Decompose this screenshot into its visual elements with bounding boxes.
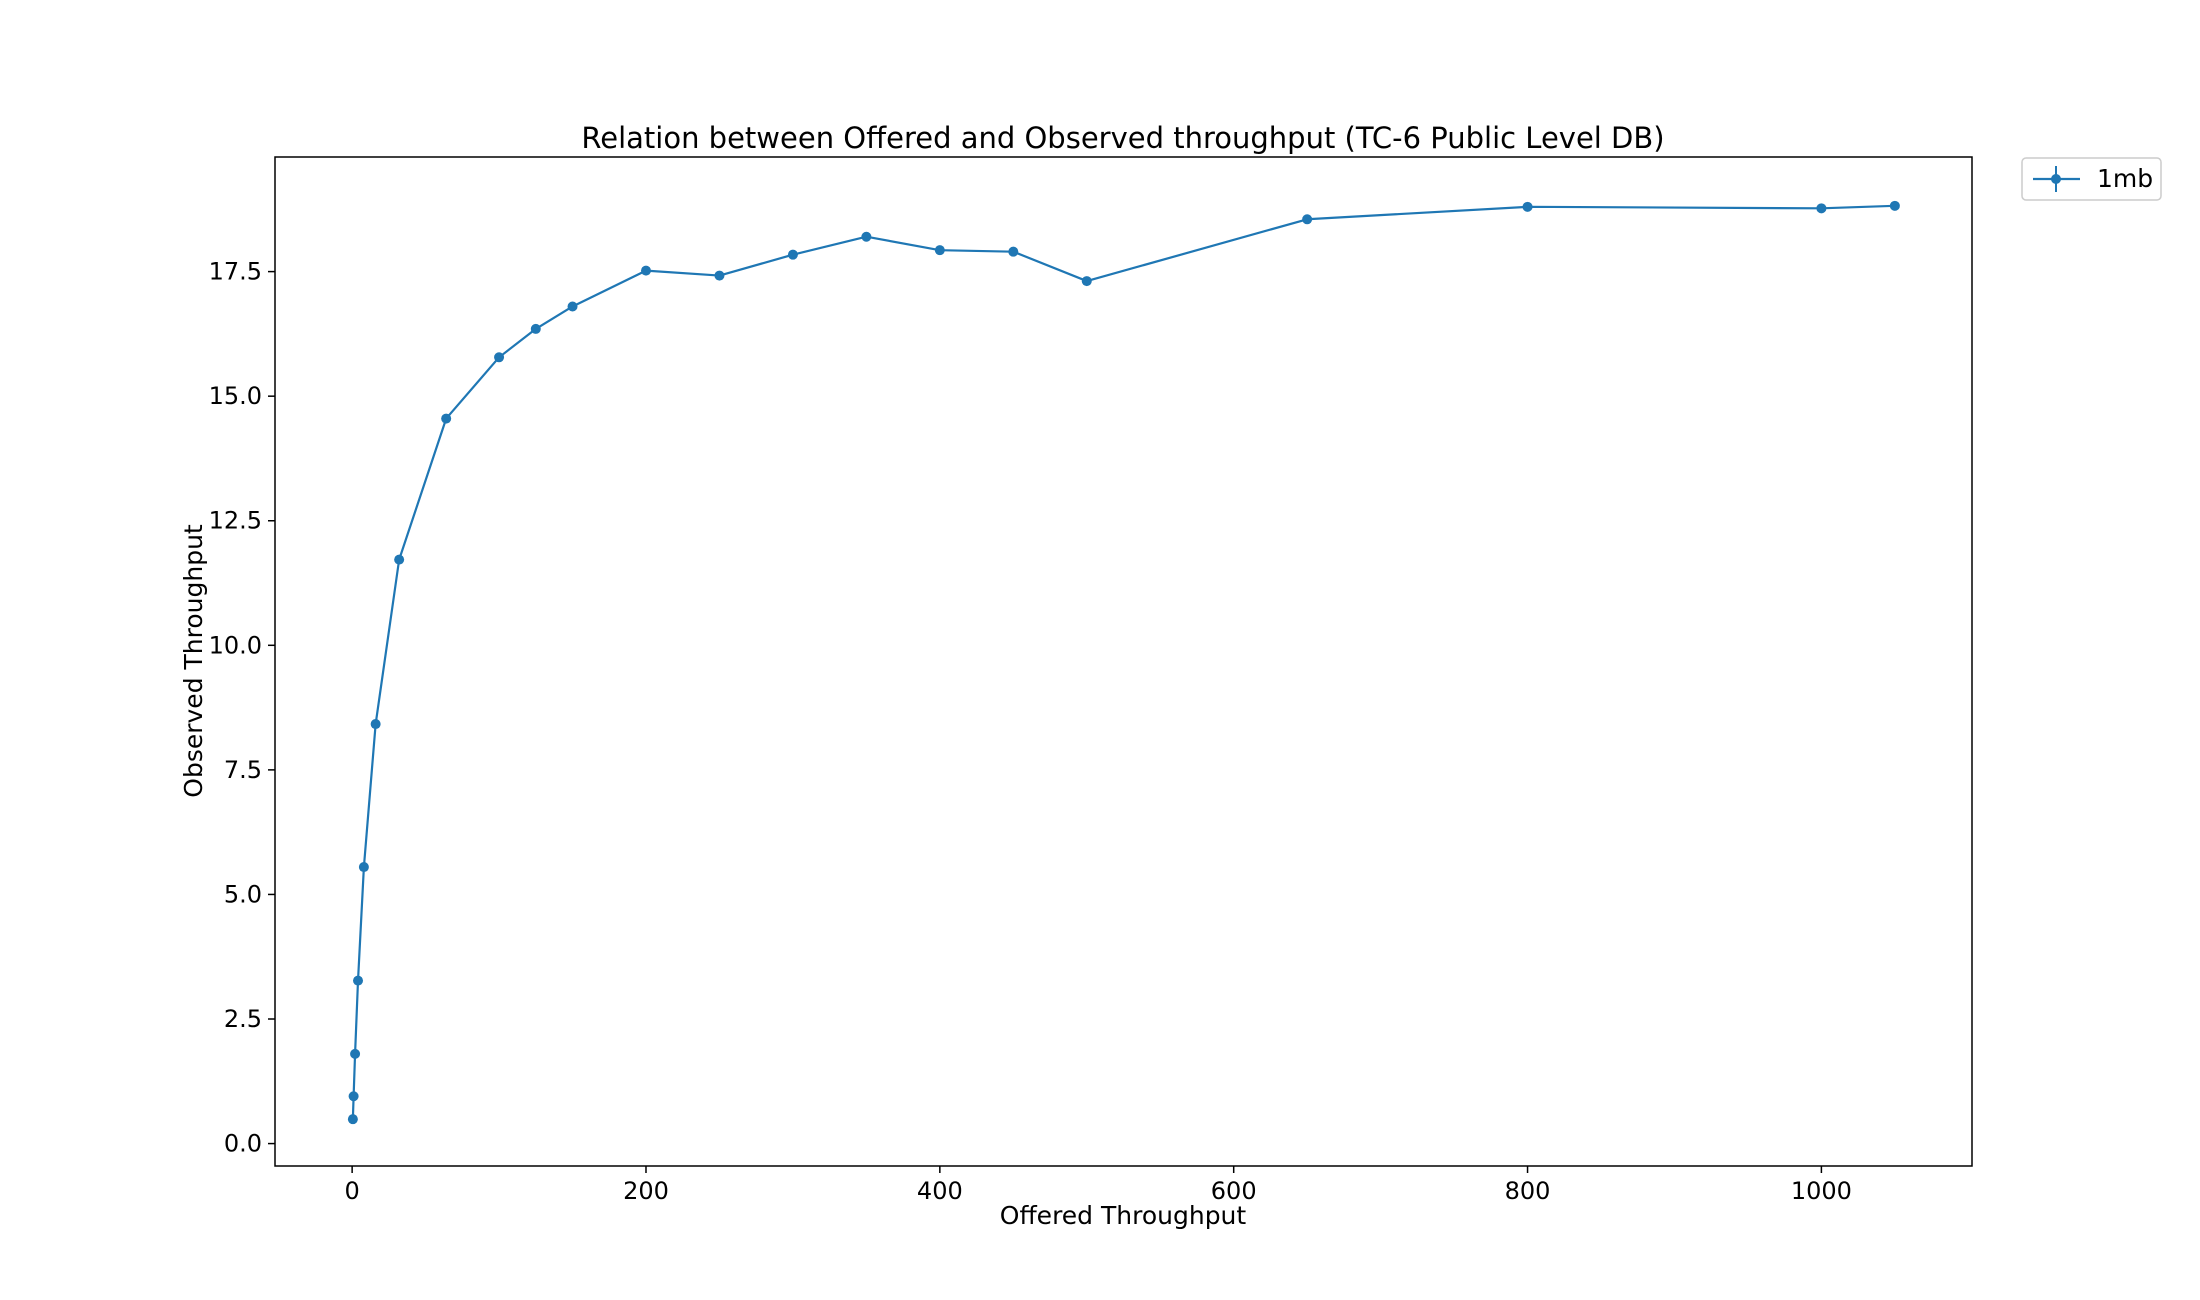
data-point [1302, 214, 1313, 225]
chart-title: Relation between Offered and Observed th… [581, 121, 1664, 155]
y-axis-label: Observed Throughput [179, 524, 208, 798]
x-tick-label: 400 [917, 1177, 963, 1205]
data-point [350, 1048, 361, 1059]
y-tick-label: 10.0 [209, 631, 262, 659]
x-tick-label: 600 [1211, 1177, 1257, 1205]
x-axis: 0 200 400 600 800 1000 [344, 1166, 1852, 1205]
y-tick-label: 5.0 [224, 880, 262, 908]
plot-area [347, 200, 1900, 1125]
data-point [1522, 201, 1533, 212]
data-point [787, 249, 798, 260]
data-point [861, 231, 872, 242]
axes-frame [274, 156, 1973, 1167]
data-point [347, 1114, 358, 1125]
data-point [370, 719, 381, 730]
data-point [567, 301, 578, 312]
legend-label-1mb: 1mb [2097, 164, 2153, 193]
data-point [714, 270, 725, 281]
data-point [353, 975, 364, 986]
data-point [1008, 246, 1019, 257]
data-point [1816, 203, 1827, 214]
y-tick-label: 0.0 [224, 1130, 262, 1158]
data-point [394, 554, 405, 565]
x-tick-label: 200 [623, 1177, 669, 1205]
data-point [441, 413, 452, 424]
x-axis-label: Offered Throughput [1000, 1201, 1247, 1230]
legend: 1mb [2021, 157, 2162, 201]
data-point [934, 245, 945, 256]
data-point [358, 862, 369, 873]
legend-marker-swatch [2051, 174, 2061, 184]
y-tick-label: 7.5 [224, 756, 262, 784]
y-tick-label: 15.0 [209, 382, 262, 410]
x-tick-label: 800 [1505, 1177, 1551, 1205]
series-line-1mb [351, 204, 1895, 1120]
y-tick-label: 12.5 [209, 507, 262, 535]
data-point [494, 352, 505, 363]
y-axis: 0.0 2.5 5.0 7.5 10.0 12.5 15.0 17.5 [209, 258, 275, 1158]
y-tick-label: 17.5 [209, 258, 262, 286]
data-point [530, 323, 541, 334]
data-point [1081, 276, 1092, 287]
data-point [348, 1091, 359, 1102]
x-tick-label: 0 [344, 1177, 359, 1205]
y-tick-label: 2.5 [224, 1005, 262, 1033]
data-point [640, 265, 651, 276]
x-tick-label: 1000 [1791, 1177, 1852, 1205]
data-point [1889, 200, 1900, 211]
